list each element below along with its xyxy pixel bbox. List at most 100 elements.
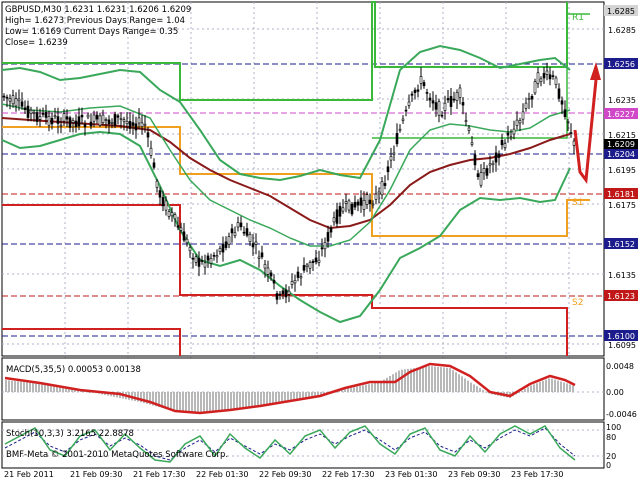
- stochastic-panel[interactable]: Stoch(10,3,3) 3.2165 22.8878 BMF-Meta © …: [1, 421, 621, 470]
- candle-body: [80, 114, 84, 118]
- bollinger-upper-band: [1, 44, 571, 182]
- candle-body: [266, 267, 270, 275]
- price-tick: 1.6285: [608, 26, 636, 35]
- macd-bar: [89, 392, 91, 393]
- time-tick: 21 Feb 09:30: [70, 470, 122, 479]
- price-marker-label: 1.6285: [607, 7, 635, 16]
- candle-body: [185, 238, 189, 244]
- candle-body: [548, 74, 552, 80]
- candle-body: [62, 113, 66, 122]
- candle-body: [215, 255, 219, 258]
- candle-body: [437, 101, 441, 116]
- main-price-panel[interactable]: R1 S1 S2 GBPUSD,M30 1.6231 1.6231 1.6206…: [1, 1, 605, 468]
- stoch-tick: 100: [606, 423, 621, 432]
- candle-body: [572, 140, 576, 146]
- candle-body: [320, 247, 324, 250]
- candle-body: [110, 122, 114, 124]
- symbol-title: GBPUSD,M30 1.6231 1.6231 1.6206 1.6209: [5, 5, 191, 15]
- macd-bar: [305, 392, 307, 399]
- candle-body: [203, 262, 207, 268]
- candle-body: [200, 260, 204, 262]
- candle-body: [239, 222, 243, 228]
- macd-bar: [572, 385, 574, 392]
- candle-body: [278, 293, 282, 296]
- candle-body: [167, 211, 171, 217]
- macd-bar: [158, 392, 160, 408]
- candle-body: [86, 114, 90, 118]
- macd-panel[interactable]: MACD(5,35,5) 0.00053 0.00138 0.0048 0.00…: [1, 357, 637, 421]
- stoch-label: Stoch(10,3,3) 3.2165 22.8878: [6, 429, 134, 439]
- candle-body: [452, 98, 456, 101]
- candle-body: [317, 259, 321, 263]
- level-label-r1: R1: [572, 13, 584, 23]
- candle-body: [119, 118, 123, 120]
- candle-body: [563, 109, 567, 117]
- time-tick: 23 Feb 09:30: [448, 470, 500, 479]
- candle-body: [227, 236, 231, 245]
- macd-bar: [350, 387, 352, 392]
- macd-bar: [374, 383, 376, 392]
- price-marker-box: [604, 330, 638, 341]
- candle-body: [224, 241, 228, 248]
- time-tick: 22 Feb 17:30: [322, 470, 374, 479]
- candle-body: [365, 194, 369, 205]
- candle-body: [20, 101, 24, 107]
- macd-bar: [11, 380, 13, 392]
- macd-bar: [62, 386, 64, 392]
- macd-bar: [146, 392, 148, 404]
- macd-bar: [278, 392, 280, 403]
- candle-body: [371, 203, 375, 206]
- candle-body: [254, 241, 258, 245]
- candle-body: [65, 116, 69, 120]
- candle-body: [305, 264, 309, 267]
- candle-body: [260, 252, 264, 258]
- candle-body: [560, 100, 564, 105]
- time-tick: 21 Feb 17:30: [133, 470, 185, 479]
- macd-bar: [245, 392, 247, 408]
- macd-bar: [476, 386, 478, 392]
- macd-bar: [380, 381, 382, 392]
- candle-body: [77, 116, 81, 127]
- macd-bar: [26, 382, 28, 392]
- price-tick: 1.6235: [608, 96, 636, 105]
- macd-bar: [410, 368, 412, 392]
- candle-body: [263, 264, 267, 269]
- candle-body: [176, 225, 180, 228]
- price-axis[interactable]: 1.6285 1.6235 1.6215 1.6195 1.6175 1.613…: [608, 26, 636, 350]
- candle-body: [344, 201, 348, 204]
- candle-body: [497, 153, 501, 158]
- candle-body: [332, 217, 336, 223]
- macd-bar: [209, 392, 211, 411]
- price-marker-label: 1.6123: [607, 292, 635, 301]
- macd-bar: [137, 392, 139, 402]
- macd-bar: [182, 392, 184, 411]
- macd-bar: [302, 392, 304, 399]
- candle-body: [152, 162, 156, 168]
- candle-body: [329, 227, 333, 233]
- macd-bar: [551, 378, 553, 392]
- macd-bar: [365, 384, 367, 392]
- candle-body: [440, 114, 444, 117]
- candle-body: [38, 116, 42, 120]
- candle-body: [323, 242, 327, 250]
- candle-body: [221, 244, 225, 253]
- candle-body: [275, 293, 279, 300]
- macd-bar: [461, 376, 463, 392]
- time-tick: 22 Feb 09:30: [259, 470, 311, 479]
- time-axis[interactable]: 21 Feb 2011 21 Feb 09:30 21 Feb 17:30 22…: [4, 470, 563, 479]
- candle-body: [116, 115, 120, 118]
- candle-body: [293, 279, 297, 284]
- candle-body: [233, 232, 237, 236]
- candle-body: [491, 162, 495, 165]
- macd-bar: [521, 390, 523, 392]
- macd-bar: [413, 368, 415, 392]
- macd-bar: [443, 367, 445, 392]
- candle-body: [128, 121, 132, 129]
- candle-body: [509, 136, 513, 139]
- macd-bar: [341, 390, 343, 392]
- macd-bar: [173, 392, 175, 411]
- macd-bar: [266, 392, 268, 404]
- candle-body: [191, 257, 195, 260]
